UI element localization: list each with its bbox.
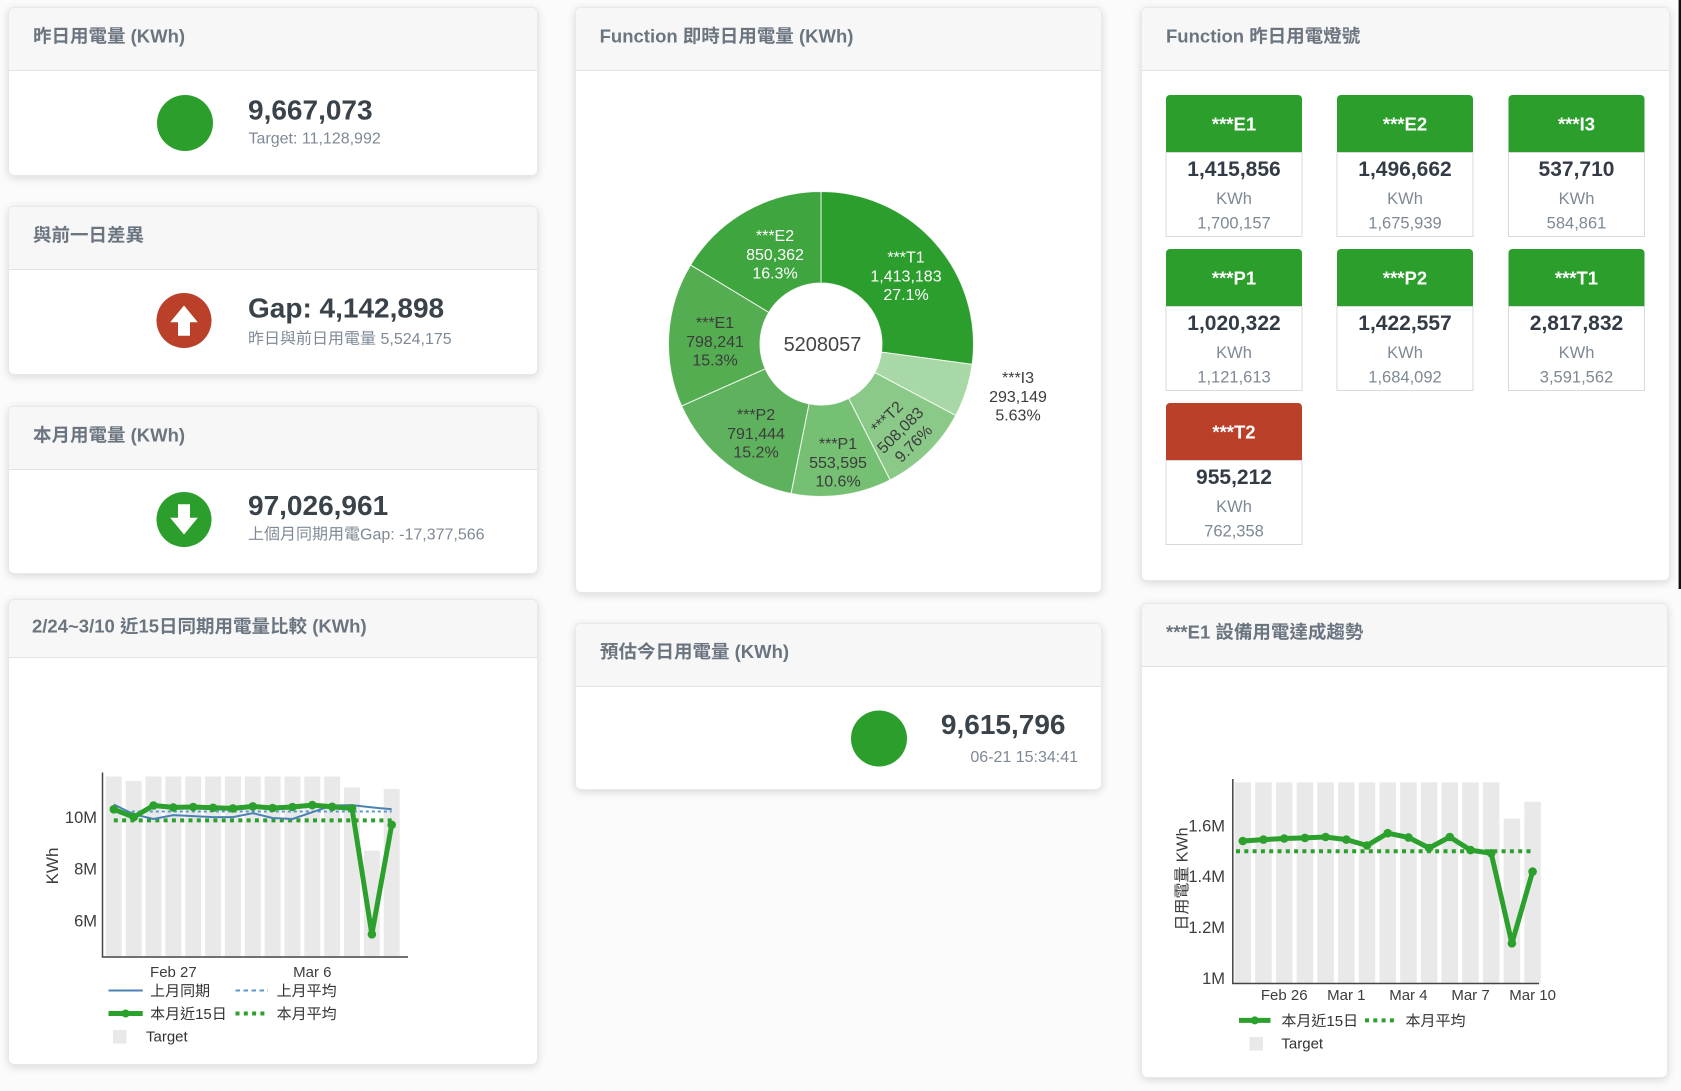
svg-text:Mar 7: Mar 7 [1451,987,1489,1004]
svg-text:5,524,175: 5,524,175 [381,331,452,348]
svg-text:15: 15 [1326,1013,1343,1030]
svg-text:***E1: ***E1 [1212,113,1256,134]
svg-text:KWh: KWh [1216,344,1252,362]
svg-text:KWh: KWh [1559,190,1595,208]
svg-text:762,358: 762,358 [1204,523,1264,541]
svg-text:(KWh): (KWh) [312,616,366,637]
svg-text:(KWh): (KWh) [131,424,185,445]
svg-text:1,700,157: 1,700,157 [1197,215,1270,233]
svg-text:5208057: 5208057 [784,334,862,356]
svg-text:***I3: ***I3 [1558,113,1595,134]
svg-text:KWh: KWh [43,848,62,885]
svg-text:10M: 10M [65,809,97,827]
svg-text:584,861: 584,861 [1547,215,1607,233]
svg-text:1,415,856: 1,415,856 [1187,158,1280,181]
svg-text:1,684,092: 1,684,092 [1368,369,1441,387]
svg-text:(KWh): (KWh) [131,25,185,46]
svg-text:(KWh): (KWh) [799,25,853,46]
svg-text:Target: Target [146,1029,189,1046]
svg-text:850,362: 850,362 [746,247,804,264]
svg-text:***P2: ***P2 [737,407,775,424]
svg-text:KWh: KWh [1174,828,1191,863]
svg-text:Target: Target [1281,1036,1324,1053]
svg-text:Mar 4: Mar 4 [1389,987,1427,1004]
svg-text:1,496,662: 1,496,662 [1358,158,1451,181]
svg-text:Gap: 4,142,898: Gap: 4,142,898 [248,293,444,324]
svg-text:1.4M: 1.4M [1188,868,1225,886]
svg-text:955,212: 955,212 [1196,466,1272,489]
svg-text:Mar 6: Mar 6 [293,964,331,981]
svg-text:27.1%: 27.1% [883,287,928,304]
svg-text:5.63%: 5.63% [995,408,1040,425]
svg-text:Mar 10: Mar 10 [1509,987,1556,1004]
svg-text:10.6%: 10.6% [815,474,860,491]
svg-text:Gap: -17,377,566: Gap: -17,377,566 [360,526,485,543]
svg-text:15: 15 [195,1006,212,1023]
svg-text:Function: Function [1166,25,1244,46]
svg-text:1,413,183: 1,413,183 [870,268,941,285]
svg-text:***P1: ***P1 [819,436,857,453]
svg-text:Feb 27: Feb 27 [150,964,197,981]
svg-text:293,149: 293,149 [989,389,1047,406]
svg-text:***E1: ***E1 [696,315,734,332]
svg-text:2,817,832: 2,817,832 [1530,312,1623,335]
svg-text:15.2%: 15.2% [733,445,778,462]
svg-text:(KWh): (KWh) [735,641,789,662]
svg-text:1,675,939: 1,675,939 [1368,215,1441,233]
svg-text:06-21 15:34:41: 06-21 15:34:41 [970,749,1078,766]
svg-text:1M: 1M [1202,970,1225,988]
svg-text:KWh: KWh [1216,498,1252,516]
svg-text:***T2: ***T2 [1212,421,1255,442]
svg-text:9,667,073: 9,667,073 [248,95,373,126]
svg-text:1,422,557: 1,422,557 [1358,312,1451,335]
svg-text:537,710: 537,710 [1539,158,1615,181]
svg-text:***T1: ***T1 [1555,267,1598,288]
svg-text:Feb 26: Feb 26 [1261,987,1308,1004]
svg-text:1.2M: 1.2M [1188,919,1225,937]
svg-text:***P2: ***P2 [1383,267,1427,288]
svg-text:***E2: ***E2 [756,228,794,245]
svg-text:KWh: KWh [1216,190,1252,208]
svg-text:97,026,961: 97,026,961 [248,490,388,521]
svg-text:KWh: KWh [1387,190,1423,208]
svg-text:KWh: KWh [1559,344,1595,362]
svg-text:6M: 6M [74,913,97,931]
svg-text:***T1: ***T1 [887,250,924,267]
svg-text:***E2: ***E2 [1383,113,1427,134]
svg-text:9,615,796: 9,615,796 [941,709,1066,740]
svg-text:***I3: ***I3 [1002,370,1034,387]
svg-text:1.6M: 1.6M [1188,817,1225,835]
svg-text:1,020,322: 1,020,322 [1187,312,1280,335]
svg-text:553,595: 553,595 [809,455,867,472]
svg-text:8M: 8M [74,860,97,878]
svg-text:16.3%: 16.3% [752,266,797,283]
svg-text:2/24~3/10: 2/24~3/10 [32,616,115,637]
svg-text:KWh: KWh [1387,344,1423,362]
svg-text:***E1: ***E1 [1166,621,1210,642]
svg-text:3,591,562: 3,591,562 [1540,369,1613,387]
svg-text:***P1: ***P1 [1212,267,1256,288]
svg-text:Function: Function [600,25,678,46]
svg-text:798,241: 798,241 [686,334,744,351]
svg-text:15.3%: 15.3% [692,353,737,370]
svg-text:Mar 1: Mar 1 [1327,987,1365,1004]
svg-text:Target: 11,128,992: Target: 11,128,992 [249,131,381,148]
svg-text:15: 15 [139,616,160,637]
svg-text:1,121,613: 1,121,613 [1197,369,1270,387]
svg-text:791,444: 791,444 [727,426,785,443]
